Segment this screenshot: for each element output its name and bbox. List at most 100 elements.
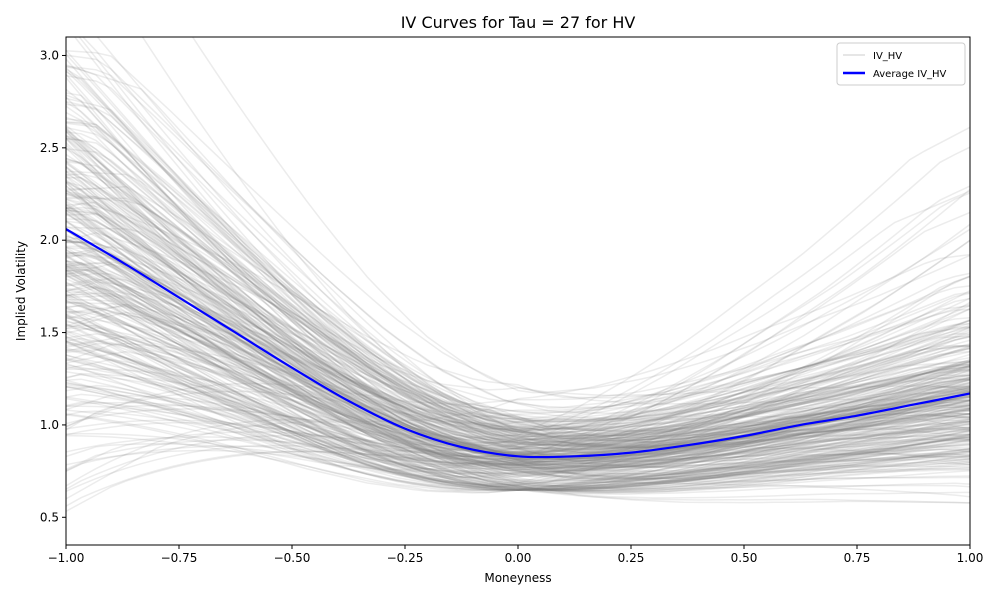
iv-curve	[66, 385, 970, 492]
iv-curve	[66, 277, 970, 455]
iv-curve	[66, 179, 970, 469]
iv-curve	[66, 246, 970, 432]
iv-curve	[66, 187, 970, 440]
iv-curve	[66, 137, 970, 447]
iv-curve	[66, 330, 970, 457]
iv-curve	[66, 182, 970, 460]
iv-curve	[66, 322, 970, 491]
iv-curve	[66, 136, 970, 428]
iv-curve	[66, 329, 970, 458]
legend-box	[836, 42, 966, 86]
iv-curve	[66, 192, 970, 450]
iv-curve	[66, 350, 970, 477]
iv-curve	[66, 311, 970, 439]
iv-curve	[66, 219, 970, 476]
iv-curve	[66, 173, 970, 423]
iv-curve	[66, 292, 970, 486]
iv-curve	[66, 281, 970, 477]
x-tick-label: −0.75	[161, 551, 198, 565]
iv-curve	[66, 185, 970, 461]
iv-curve	[66, 313, 970, 491]
iv-curve	[66, 209, 970, 470]
iv-curve	[66, 160, 970, 424]
iv-curve	[66, 293, 970, 469]
iv-curve	[66, 335, 970, 480]
iv-curve	[66, 410, 970, 490]
x-axis: −1.00 −0.75 −0.50 −0.25 0.00 0.25 0.50 0.75 1.00	[48, 545, 983, 565]
iv-curve	[66, 445, 970, 475]
x-tick-label: −0.25	[387, 551, 424, 565]
iv-curve	[66, 173, 970, 454]
iv-curve	[66, 305, 970, 468]
iv-curve	[66, 249, 970, 461]
iv-curve	[66, 94, 970, 475]
iv-curve	[66, 307, 970, 466]
iv-curve	[66, 333, 970, 480]
iv-curve	[66, 175, 970, 472]
iv-curve	[66, 185, 970, 460]
x-axis-label: Moneyness	[484, 571, 551, 585]
iv-curve	[66, 181, 970, 456]
iv-curve	[66, 382, 970, 475]
iv-curve	[66, 256, 970, 452]
iv-curve	[66, 247, 970, 478]
iv-curve	[66, 358, 970, 458]
iv-curve	[66, 138, 970, 448]
iv-curve	[66, 239, 970, 446]
iv-curve	[66, 166, 970, 471]
iv-curve	[66, 348, 970, 492]
iv-curve	[66, 70, 970, 430]
iv-curve	[66, 213, 970, 452]
iv-curve	[66, 138, 970, 449]
iv-curve	[66, 396, 970, 492]
iv-curve	[66, 263, 970, 463]
iv-curve	[66, 146, 970, 439]
iv-curve	[66, 209, 970, 430]
iv-curve	[66, 349, 970, 468]
iv-curve	[66, 211, 970, 464]
iv-curve	[66, 384, 970, 494]
iv-curve	[66, 369, 970, 500]
iv-curve	[66, 272, 970, 463]
iv-curve	[66, 249, 970, 460]
iv-curve	[66, 128, 970, 428]
x-tick-label: 0.25	[618, 551, 645, 565]
y-tick-label: 1.5	[40, 326, 59, 340]
iv-curve	[66, 212, 970, 474]
iv-curve	[73, 37, 970, 432]
iv-curve	[66, 253, 970, 487]
x-tick-label: 0.00	[505, 551, 532, 565]
iv-curve	[66, 291, 970, 504]
y-tick-label: 0.5	[40, 510, 59, 524]
iv-curve	[66, 332, 970, 491]
iv-curve	[66, 185, 970, 432]
iv-curve	[66, 285, 970, 456]
iv-curve	[66, 399, 970, 494]
iv-curve	[81, 37, 970, 446]
iv-curve	[66, 431, 970, 473]
iv-curve	[66, 294, 970, 465]
legend-label-average: Average IV_HV	[873, 69, 947, 80]
iv-curve	[66, 339, 970, 480]
iv-curve	[66, 311, 970, 467]
iv-curve	[66, 274, 970, 495]
iv-curve	[66, 184, 970, 476]
iv-curve	[66, 213, 970, 429]
iv-curve	[66, 252, 970, 489]
iv-curve	[66, 201, 970, 432]
iv-curve	[66, 148, 970, 449]
iv-curve	[66, 311, 970, 445]
iv-curve	[66, 160, 970, 469]
iv-curve	[66, 225, 970, 484]
iv-curve	[66, 223, 970, 439]
iv-curve	[66, 337, 970, 477]
iv-curve	[66, 202, 970, 405]
iv-curve	[66, 170, 970, 442]
iv-curve	[66, 195, 970, 441]
iv-curve	[66, 207, 970, 478]
iv-curve	[66, 275, 970, 454]
iv-curve	[96, 37, 970, 439]
iv-curve	[66, 314, 970, 479]
iv-curve	[66, 124, 970, 416]
iv-curve	[66, 121, 970, 422]
